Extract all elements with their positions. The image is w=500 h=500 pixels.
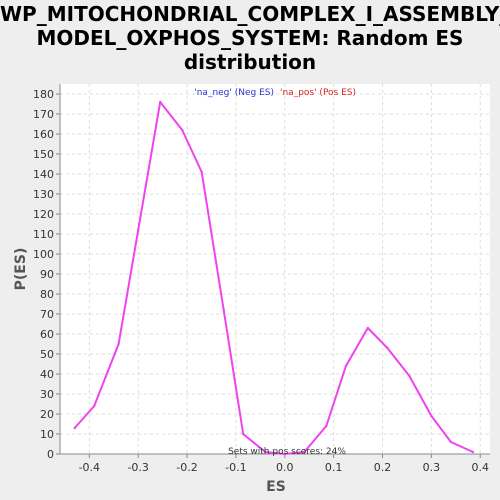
data-point (471, 450, 475, 454)
y-tick-label: 180 (33, 88, 54, 101)
chart-title-line-1: WP_MITOCHONDRIAL_COMPLEX_I_ASSEMBLY_ (0, 2, 500, 26)
x-tick-label: -0.2 (176, 461, 197, 474)
y-tick-label: 70 (40, 308, 54, 321)
plot-area (60, 84, 490, 454)
y-tick-label: 0 (47, 448, 54, 461)
y-tick-label: 170 (33, 108, 54, 121)
y-tick-label: 90 (40, 268, 54, 281)
data-point (344, 364, 348, 368)
data-point (283, 452, 286, 456)
y-tick-label: 140 (33, 168, 54, 181)
x-tick-label: 0.4 (471, 461, 489, 474)
data-point (449, 440, 453, 444)
legend-entry-neg: 'na_neg' (Neg ES) (194, 88, 274, 98)
ticks: 0 10 20 30 40 50 60 70 80 90 100 110 120 130 140 150 160… (33, 88, 489, 474)
y-tick-label: 60 (40, 328, 54, 341)
data-point (325, 424, 328, 428)
y-tick-label: 40 (40, 368, 54, 381)
data-point (303, 450, 306, 454)
y-tick-label: 80 (40, 288, 54, 301)
data-point (159, 100, 162, 104)
series-layer (73, 100, 475, 456)
data-point (366, 326, 369, 330)
data-point (181, 128, 184, 132)
series-line-0 (73, 101, 474, 455)
grid (60, 84, 490, 455)
data-point (93, 404, 96, 408)
y-tick-label: 130 (33, 188, 54, 201)
y-tick-label: 100 (33, 248, 54, 261)
x-tick-label: -0.1 (225, 461, 246, 474)
data-point (200, 170, 203, 174)
chart-title-line-2: MODEL_OXPHOS_SYSTEM: Random ES (36, 26, 464, 50)
y-tick-label: 150 (33, 148, 54, 161)
x-tick-label: -0.3 (127, 461, 148, 474)
data-point (386, 346, 389, 350)
chart-title-line-3: distribution (183, 50, 317, 74)
y-tick-label: 110 (33, 228, 54, 241)
y-axis-label: P(ES) (13, 248, 29, 291)
x-tick-label: 0.1 (325, 461, 343, 474)
chart-title: WP_MITOCHONDRIAL_COMPLEX_I_ASSEMBLY_ MOD… (0, 2, 500, 74)
data-point (242, 432, 245, 436)
data-point (73, 426, 76, 430)
pos-scores-annotation: Sets with pos scores: 24% (228, 447, 346, 457)
y-tick-label: 10 (40, 428, 54, 441)
data-point (117, 342, 120, 346)
data-point (264, 450, 267, 454)
x-tick-label: 0.2 (374, 461, 392, 474)
data-point (408, 374, 411, 378)
data-point (137, 228, 140, 232)
x-tick-label: -0.4 (79, 461, 100, 474)
data-point (430, 414, 433, 418)
y-tick-label: 20 (40, 408, 54, 421)
y-tick-label: 50 (40, 348, 54, 361)
data-point (222, 308, 225, 312)
x-tick-label: 0.0 (276, 461, 294, 474)
y-tick-label: 120 (33, 208, 54, 221)
y-tick-label: 160 (33, 128, 54, 141)
x-tick-label: 0.3 (423, 461, 441, 474)
y-tick-label: 30 (40, 388, 54, 401)
legend-entry-pos: 'na_pos' (Pos ES) (280, 88, 356, 98)
x-axis-label: ES (266, 479, 286, 495)
